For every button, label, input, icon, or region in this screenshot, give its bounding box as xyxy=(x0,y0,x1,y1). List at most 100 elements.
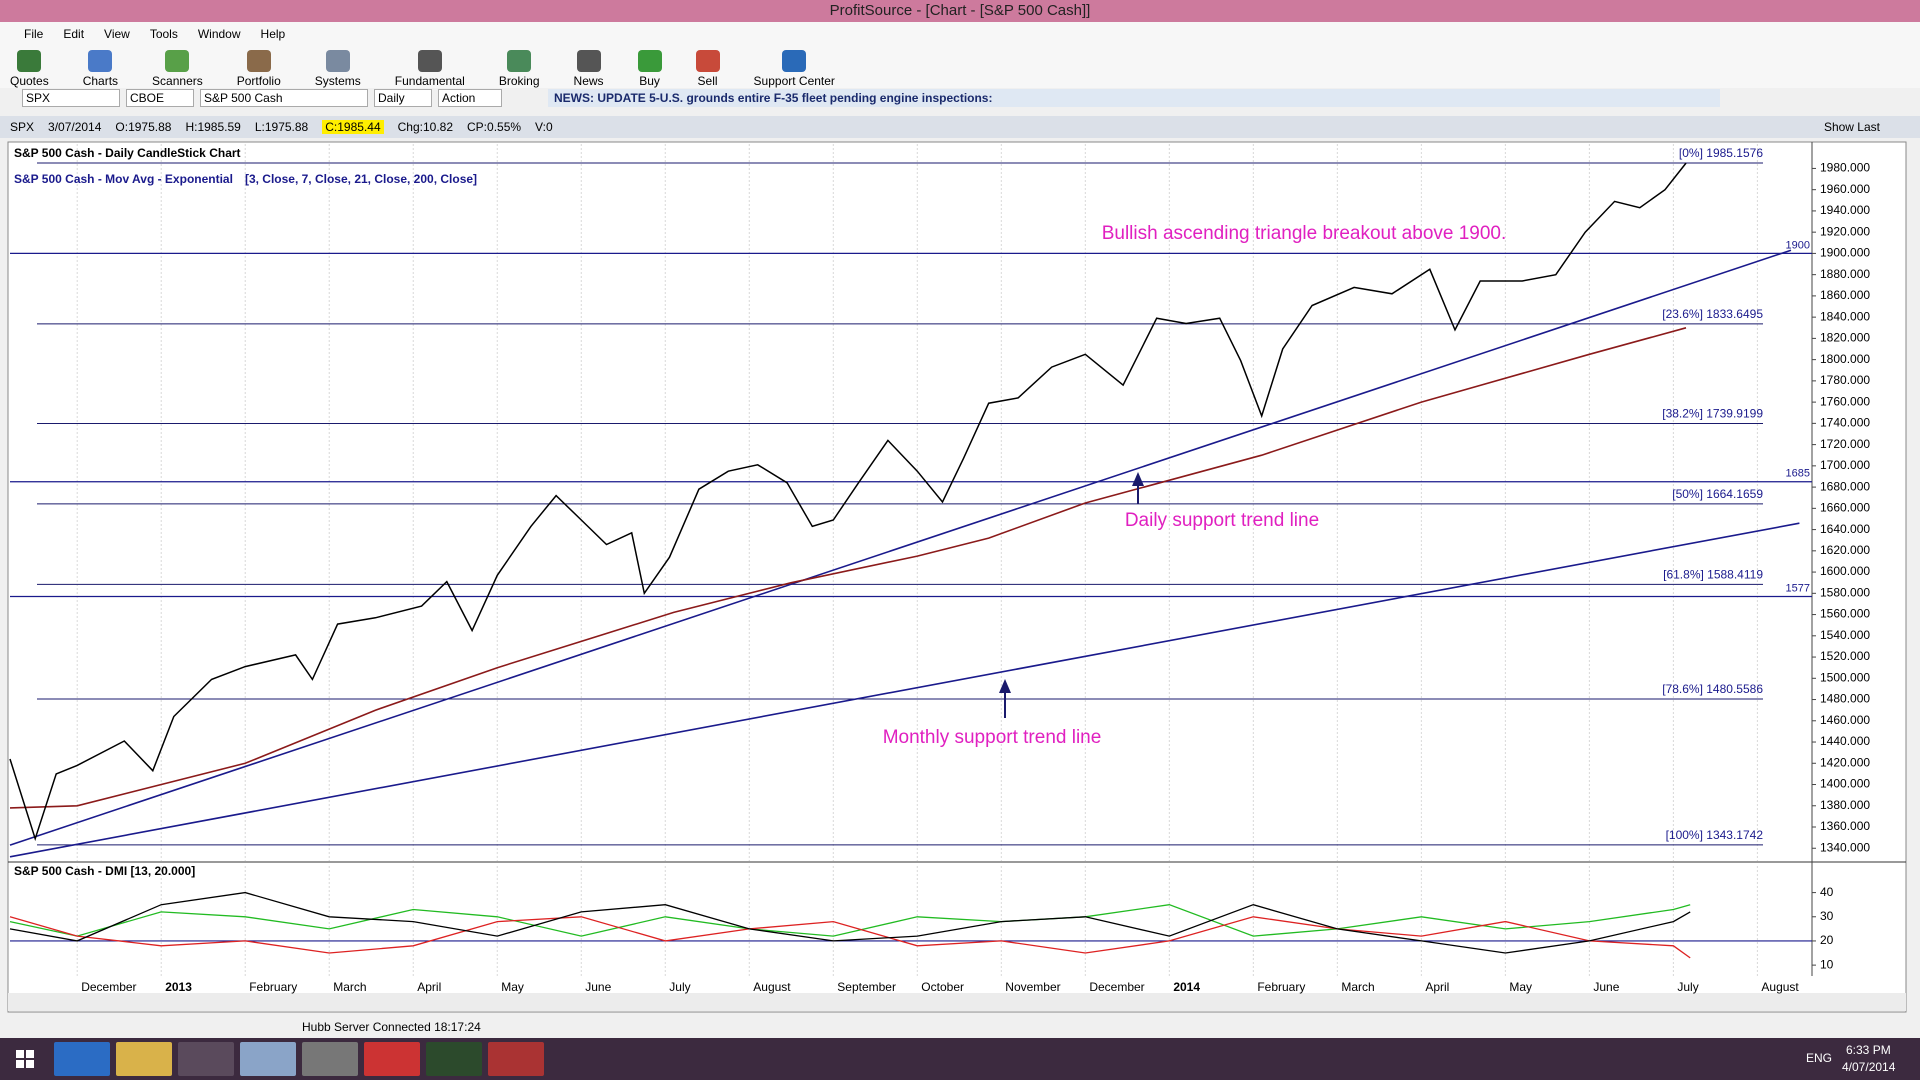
name-input[interactable]: S&P 500 Cash xyxy=(200,89,368,107)
menu-item[interactable]: Edit xyxy=(63,27,85,41)
toolbar-icon xyxy=(17,50,42,72)
x-tick-label: February xyxy=(1257,980,1305,994)
annotation: Bullish ascending triangle breakout abov… xyxy=(1102,223,1507,244)
app-icon[interactable] xyxy=(240,1042,296,1076)
x-tick-label: December xyxy=(1089,980,1144,994)
toolbar-icon xyxy=(88,50,113,72)
toolbar-button[interactable]: Sell xyxy=(695,50,720,88)
toolbar-label: Support Center xyxy=(753,74,835,88)
toolbar-button[interactable]: Portfolio xyxy=(237,50,281,88)
quote-field: H:1985.59 xyxy=(185,120,241,134)
toolbar-button[interactable]: Broking xyxy=(499,50,540,88)
news-ticker[interactable]: NEWS: UPDATE 5-U.S. grounds entire F-35 … xyxy=(548,89,1720,107)
toolbar-icon xyxy=(417,50,442,72)
toolbar-button[interactable]: News xyxy=(574,50,604,88)
toolbar-button[interactable]: Buy xyxy=(637,50,662,88)
y-tick-label: 1340.000 xyxy=(1820,840,1870,854)
taskbar: ENG 6:33 PM 4/07/2014 xyxy=(0,1038,1920,1080)
y-tick-label: 1660.000 xyxy=(1820,501,1870,515)
toolbar-button[interactable]: Support Center xyxy=(754,50,835,88)
y-tick-label: 1420.000 xyxy=(1820,755,1870,769)
app-icon[interactable] xyxy=(426,1042,482,1076)
y-tick-label: 1700.000 xyxy=(1820,458,1870,472)
toolbar-label: News xyxy=(573,74,604,88)
quote-field: Chg:10.82 xyxy=(397,120,454,134)
trend-line xyxy=(9,249,1792,846)
arrow-head xyxy=(999,679,1011,693)
y-tick-label: 1920.000 xyxy=(1820,224,1870,238)
chart-title: S&P 500 Cash - Daily CandleStick Chart xyxy=(14,146,241,160)
toolbar-icon xyxy=(507,50,532,72)
toolbar-button[interactable]: Systems xyxy=(315,50,361,88)
y-tick-label: 1620.000 xyxy=(1820,543,1870,557)
scrollbar[interactable] xyxy=(8,993,1906,1011)
toolbar-button[interactable]: Charts xyxy=(83,50,118,88)
menu-item[interactable]: View xyxy=(104,27,130,41)
x-tick-label: June xyxy=(1593,980,1619,994)
window-title: ProfitSource - [Chart - [S&P 500 Cash]] xyxy=(0,0,1920,22)
toolbar-button[interactable]: Quotes xyxy=(10,50,49,88)
period-select[interactable]: Daily xyxy=(374,89,432,107)
dmi-line xyxy=(9,891,1691,954)
x-tick-label: May xyxy=(501,980,524,994)
exchange-select[interactable]: CBOE xyxy=(126,89,194,107)
toolbar-label: Buy xyxy=(639,74,660,88)
dmi-line xyxy=(9,916,1691,959)
app-icon[interactable] xyxy=(302,1042,358,1076)
chrome-icon[interactable] xyxy=(178,1042,234,1076)
y-tick-label: 10 xyxy=(1820,957,1834,971)
menu-bar: File Edit View Tools Window Help xyxy=(0,22,1920,46)
toolbar-button[interactable]: Scanners xyxy=(152,50,203,88)
level-label: 1577 xyxy=(1786,582,1810,594)
annotation: Monthly support trend line xyxy=(883,727,1102,748)
explorer-icon[interactable] xyxy=(116,1042,172,1076)
menu-item[interactable]: Window xyxy=(197,27,241,41)
moving-average xyxy=(9,327,1687,809)
x-tick-label: November xyxy=(1005,980,1060,994)
quote-field: L:1975.88 xyxy=(254,120,309,134)
legend: S&P 500 Cash - Mov Avg - Exponential [3, … xyxy=(14,172,477,186)
show-last-checkbox[interactable]: Show Last xyxy=(1823,120,1880,134)
x-tick-label: April xyxy=(1425,980,1449,994)
y-tick-label: 1360.000 xyxy=(1820,819,1870,833)
y-tick-label: 20 xyxy=(1820,933,1834,947)
profitsource-icon[interactable] xyxy=(488,1042,544,1076)
fib-label: [100%] 1343.1742 xyxy=(1666,828,1764,842)
x-tick-label: December xyxy=(81,980,136,994)
toolbar-icon xyxy=(246,50,271,72)
menu-item[interactable]: Tools xyxy=(149,27,178,41)
action-menu[interactable]: Action xyxy=(438,89,502,107)
toolbar-button[interactable]: Fundamental xyxy=(395,50,465,88)
y-tick-label: 1640.000 xyxy=(1820,522,1870,536)
clock-date[interactable]: 4/07/2014 xyxy=(1842,1060,1896,1074)
y-tick-label: 1860.000 xyxy=(1820,288,1870,302)
toolbar-icon xyxy=(637,50,662,72)
y-tick-label: 1440.000 xyxy=(1820,734,1870,748)
clock-time[interactable]: 6:33 PM xyxy=(1846,1043,1891,1057)
start-button[interactable] xyxy=(0,1042,50,1076)
y-tick-label: 1460.000 xyxy=(1820,713,1870,727)
x-tick-label: October xyxy=(921,980,964,994)
browser-icon[interactable] xyxy=(54,1042,110,1076)
y-tick-label: 1540.000 xyxy=(1820,628,1870,642)
language[interactable]: ENG xyxy=(1806,1051,1833,1065)
y-tick-label: 1600.000 xyxy=(1820,564,1870,578)
y-tick-label: 40 xyxy=(1820,885,1834,899)
menu-item[interactable]: File xyxy=(24,27,44,41)
y-tick-label: 1980.000 xyxy=(1820,161,1870,175)
y-tick-label: 1520.000 xyxy=(1820,649,1870,663)
quote-field: 3/07/2014 xyxy=(48,120,102,134)
annotation: Daily support trend line xyxy=(1125,510,1319,531)
x-tick-label: 2014 xyxy=(1173,980,1200,994)
toolbar-label: Sell xyxy=(697,74,718,88)
chart-area: December 2013 February March April May June Jul… xyxy=(7,141,1907,1013)
y-tick-label: 1900.000 xyxy=(1820,246,1870,260)
x-tick-label: July xyxy=(669,980,690,994)
app-icon[interactable] xyxy=(364,1042,420,1076)
toolbar-label: Systems xyxy=(314,74,361,88)
fib-label: [23.6%] 1833.6495 xyxy=(1662,307,1763,321)
symbol-input[interactable]: SPX xyxy=(22,89,120,107)
menu-item[interactable]: Help xyxy=(260,27,286,41)
quote-field: SPX xyxy=(10,120,35,134)
symbol-bar: SPX CBOE S&P 500 Cash Daily Action NEWS:… xyxy=(0,88,1920,108)
